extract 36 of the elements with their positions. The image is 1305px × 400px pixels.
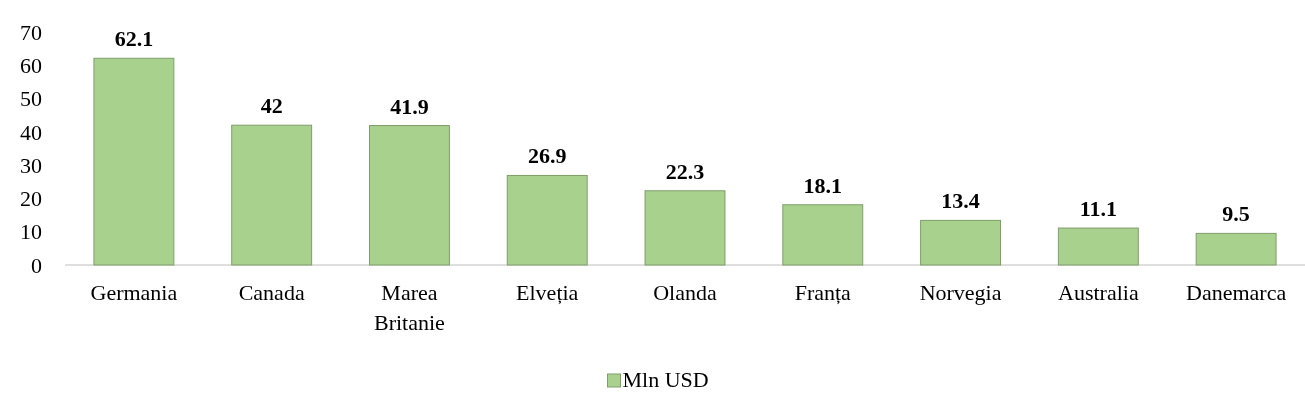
y-tick-label: 70	[20, 19, 42, 45]
bar	[506, 174, 588, 266]
data-label: 26.9	[527, 143, 567, 169]
data-label: 18.1	[803, 172, 843, 198]
data-label: 13.4	[941, 188, 980, 214]
y-tick-label: 40	[20, 119, 42, 145]
x-tick-label: Germania	[90, 280, 178, 305]
data-label: 11.1	[1079, 196, 1117, 222]
data-label: 41.9	[390, 93, 429, 119]
bar	[920, 219, 1002, 266]
data-label: 62.1	[114, 26, 154, 52]
data-label: 22.3	[665, 158, 705, 184]
x-tick-label: Australia	[1058, 280, 1139, 305]
y-tick-label: 30	[20, 152, 42, 178]
x-tick-label: Danemarca	[1186, 280, 1287, 305]
x-tick-label: Elveția	[516, 280, 579, 305]
bar	[93, 57, 175, 266]
y-tick-label: 50	[20, 86, 42, 112]
data-label: 9.5	[1222, 201, 1250, 227]
x-tick-label: Marea Britanie	[374, 280, 445, 335]
bar	[782, 204, 864, 266]
x-tick-label: Norvegia	[919, 280, 1002, 305]
bar	[644, 190, 726, 266]
bar	[1057, 227, 1139, 266]
y-tick-label: 0	[31, 252, 42, 278]
bar	[368, 125, 450, 266]
legend-label: Mln USD	[622, 367, 709, 392]
x-tick-label: Franța	[794, 280, 852, 305]
y-tick-label: 60	[20, 52, 42, 78]
y-tick-label: 10	[20, 219, 42, 245]
bar	[231, 124, 313, 266]
x-tick-label: Canada	[238, 280, 305, 305]
data-label: 42	[260, 93, 283, 119]
bar	[1195, 232, 1277, 266]
x-tick-label: Olanda	[653, 280, 717, 305]
y-tick-label: 20	[20, 186, 42, 212]
